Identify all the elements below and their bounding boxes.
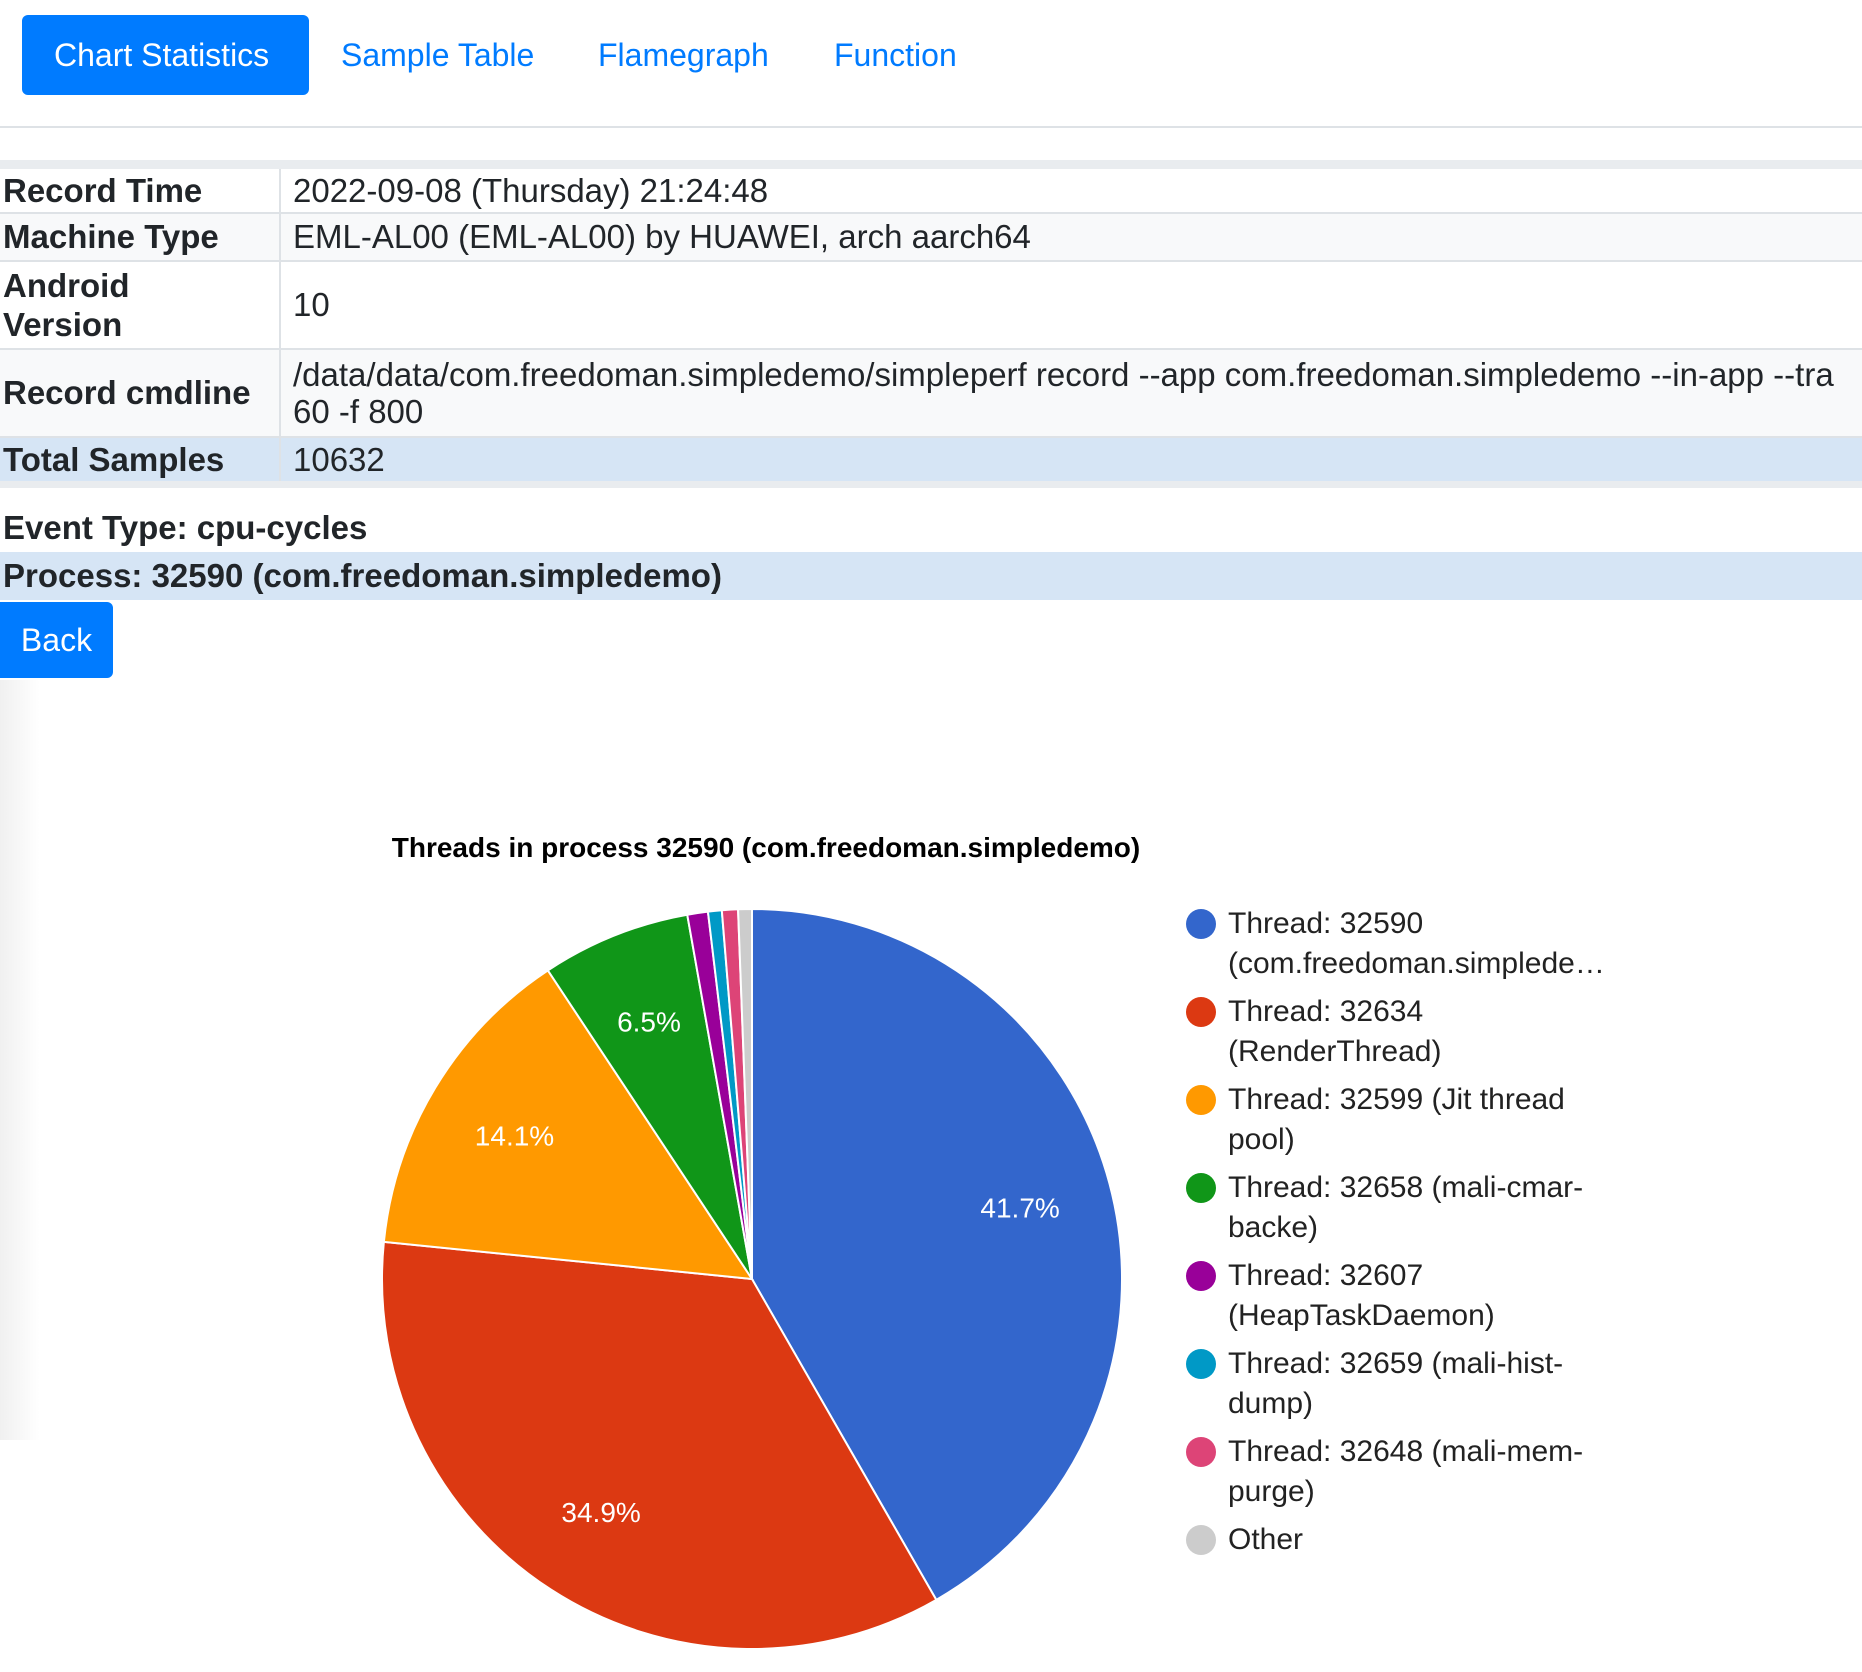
android-version-label-line1: Android — [3, 266, 130, 304]
pie-slice-3[interactable] — [546, 913, 753, 1280]
legend-label: Other — [1228, 1520, 1608, 1560]
record-info-table: Record Time 2022-09-08 (Thursday) 21:24:… — [0, 160, 1862, 488]
legend-label-line1: Thread: 32659 (mali-hist- — [1228, 1347, 1564, 1380]
legend-label-line1: Thread: 32607 — [1228, 1259, 1424, 1292]
legend-label-line2: backe) — [1228, 1211, 1319, 1244]
record-cmdline-line2: 60 -f 800 — [293, 392, 424, 430]
legend-color-dot-icon — [1186, 1173, 1216, 1203]
android-version-label: Android Version — [0, 259, 280, 350]
legend-color-dot-icon — [1186, 1261, 1216, 1291]
legend-item[interactable]: Thread: 32590 (com.freedoman.simplede… — [1184, 904, 1624, 992]
legend-label-line2: dump) — [1228, 1387, 1314, 1420]
legend-item[interactable]: Thread: 32658 (mali-cmar-backe) — [1184, 1168, 1624, 1256]
chart-legend: Thread: 32590 (com.freedoman.simplede… Thr… — [1184, 904, 1624, 1568]
pie-slice-label-2: 14.1% — [475, 1121, 554, 1152]
pie-slice-label-0: 41.7% — [980, 1193, 1059, 1224]
legend-label-line2: (RenderThread) — [1228, 1035, 1442, 1068]
legend-label-line2: (HeapTaskDaemon) — [1228, 1299, 1495, 1332]
legend-item[interactable]: Other — [1184, 1520, 1624, 1568]
legend-color-dot-icon — [1186, 1085, 1216, 1115]
pie-slice-0[interactable] — [751, 907, 1123, 1602]
legend-item[interactable]: Thread: 32659 (mali-hist-dump) — [1184, 1344, 1624, 1432]
total-samples-label: Total Samples — [0, 435, 280, 488]
record-time-value: 2022-09-08 (Thursday) 21:24:48 — [279, 163, 1862, 214]
android-version-value: 10 — [279, 259, 1862, 350]
process-heading: Process: 32590 (com.freedoman.simpledemo… — [0, 552, 1862, 600]
legend-label: Thread: 32599 (Jit thread pool) — [1228, 1080, 1608, 1160]
legend-label-line2: pool) — [1228, 1123, 1295, 1156]
pie-slice-label-3: 6.5% — [617, 1006, 681, 1037]
back-button[interactable]: Back — [0, 602, 113, 678]
pie-slice-7[interactable] — [737, 907, 753, 1280]
legend-label-line1: Thread: 32648 (mali-mem- — [1228, 1435, 1584, 1468]
android-version-row: Android Version 10 — [0, 259, 1862, 350]
legend-label: Thread: 32658 (mali-cmar-backe) — [1228, 1168, 1608, 1248]
legend-label-line1: Thread: 32599 (Jit thread — [1228, 1083, 1565, 1116]
legend-label-line1: Thread: 32658 (mali-cmar- — [1228, 1171, 1584, 1204]
tab-sample-table[interactable]: Sample Table — [341, 37, 535, 73]
legend-label: Thread: 32634 (RenderThread) — [1228, 992, 1608, 1072]
legend-label-line2: (com.freedoman.simplede… — [1228, 947, 1605, 980]
record-time-label: Record Time — [0, 163, 280, 214]
android-version-label-line2: Version — [3, 305, 123, 343]
record-cmdline-line1: /data/data/com.freedoman.simpledemo/simp… — [293, 355, 1834, 393]
total-samples-row: Total Samples 10632 — [0, 435, 1862, 488]
record-cmdline-value: /data/data/com.freedoman.simpledemo/simp… — [279, 347, 1862, 438]
machine-type-label: Machine Type — [0, 211, 280, 262]
chart-title: Threads in process 32590 (com.freedoman.… — [392, 832, 1140, 863]
record-cmdline-label: Record cmdline — [0, 347, 280, 438]
record-cmdline-row: Record cmdline /data/data/com.freedoman.… — [0, 347, 1862, 438]
legend-color-dot-icon — [1186, 1525, 1216, 1555]
tab-flamegraph[interactable]: Flamegraph — [598, 37, 769, 73]
legend-color-dot-icon — [1186, 1437, 1216, 1467]
pie-slice-2[interactable] — [382, 969, 754, 1281]
legend-label: Thread: 32648 (mali-mem-purge) — [1228, 1432, 1608, 1512]
legend-label-line1: Thread: 32590 — [1228, 907, 1424, 940]
tab-chart-statistics[interactable]: Chart Statistics — [22, 15, 309, 95]
legend-label: Thread: 32607 (HeapTaskDaemon) — [1228, 1256, 1608, 1336]
record-time-row: Record Time 2022-09-08 (Thursday) 21:24:… — [0, 163, 1862, 214]
legend-label-line1: Thread: 32634 — [1228, 995, 1424, 1028]
legend-item[interactable]: Thread: 32634 (RenderThread) — [1184, 992, 1624, 1080]
machine-type-value: EML-AL00 (EML-AL00) by HUAWEI, arch aarc… — [279, 211, 1862, 262]
machine-type-row: Machine Type EML-AL00 (EML-AL00) by HUAW… — [0, 211, 1862, 262]
pie-chart: Threads in process 32590 (com.freedoman.… — [381, 832, 1140, 1650]
legend-label-line1: Other — [1228, 1523, 1304, 1556]
pie-slice-1[interactable] — [381, 1240, 938, 1650]
pie-slice-label-1: 34.9% — [561, 1497, 640, 1528]
legend-color-dot-icon — [1186, 1349, 1216, 1379]
legend-color-dot-icon — [1186, 909, 1216, 939]
event-type-heading: Event Type: cpu-cycles — [3, 509, 368, 546]
legend-label-line2: purge) — [1228, 1475, 1315, 1508]
legend-item[interactable]: Thread: 32648 (mali-mem-purge) — [1184, 1432, 1624, 1520]
legend-item[interactable]: Thread: 32599 (Jit thread pool) — [1184, 1080, 1624, 1168]
left-shadow — [0, 680, 40, 1440]
total-samples-value: 10632 — [279, 435, 1862, 488]
tab-bar: Chart Statistics Sample Table Flamegraph… — [0, 0, 1862, 128]
legend-label: Thread: 32590 (com.freedoman.simplede… — [1228, 904, 1608, 984]
legend-label: Thread: 32659 (mali-hist-dump) — [1228, 1344, 1608, 1424]
legend-item[interactable]: Thread: 32607 (HeapTaskDaemon) — [1184, 1256, 1624, 1344]
legend-color-dot-icon — [1186, 997, 1216, 1027]
tab-function[interactable]: Function — [834, 37, 957, 73]
